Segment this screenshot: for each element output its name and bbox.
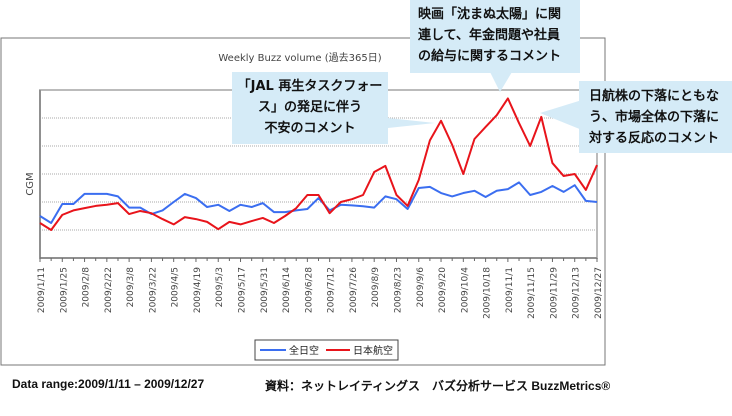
x-tick-label: 2009/10/18 xyxy=(483,267,493,319)
callout-pointer-1 xyxy=(380,118,435,128)
callout-pointer-3 xyxy=(540,100,582,130)
x-tick-label: 2009/12/13 xyxy=(572,267,582,319)
x-tick-label: 2009/3/8 xyxy=(126,267,136,308)
annotation-line: の給与に関するコメント xyxy=(418,49,562,64)
legend: 全日空 日本航空 xyxy=(254,339,399,361)
x-tick-label: 2009/4/19 xyxy=(193,267,203,313)
annotation-jal-task-force: 「JAL 再生タスクフォー ス」の発足に伴う 不安のコメント xyxy=(232,72,388,144)
annotation-line: 映画「沈まぬ太陽」に関 xyxy=(418,7,562,22)
annotation-movie: 映画「沈まぬ太陽」に関 連して、年金問題や社員 の給与に関するコメント xyxy=(410,0,580,73)
x-tick-label: 2009/3/22 xyxy=(148,267,158,313)
annotation-line: 連して、年金問題や社員 xyxy=(418,28,560,43)
source-label: 資料：ネットレイティングス バズ分析サービス BuzzMetrics® xyxy=(265,379,611,393)
chart-title: Weekly Buzz volume (過去365日) xyxy=(218,52,381,64)
x-tick-label: 2009/11/15 xyxy=(527,267,537,319)
x-tick-label: 2009/10/4 xyxy=(460,267,470,313)
annotation-line: 「JAL 再生タスクフォー xyxy=(237,79,383,94)
x-tick-label: 2009/8/23 xyxy=(393,267,403,313)
x-tick-label: 2009/1/11 xyxy=(37,267,47,313)
legend-label-jal: 日本航空 xyxy=(353,344,393,357)
x-tick-label: 2009/12/27 xyxy=(594,267,604,319)
x-tick-label: 2009/5/31 xyxy=(260,267,270,313)
x-tick-label: 2009/11/29 xyxy=(549,267,559,319)
y-axis-label: CGM xyxy=(25,172,36,195)
annotation-stock: 日航株の下落にともな う、市場全体の下落に 対する反応のコメント xyxy=(579,81,732,153)
annotation-line: 不安のコメント xyxy=(264,121,356,136)
x-tick-label: 2009/4/5 xyxy=(171,267,181,307)
x-tick-label: 2009/8/9 xyxy=(371,267,381,308)
legend-label-ana: 全日空 xyxy=(289,344,319,357)
x-tick-label: 2009/7/26 xyxy=(349,267,359,313)
annotation-line: う、市場全体の下落に xyxy=(589,110,720,125)
x-tick-label: 2009/5/3 xyxy=(215,267,225,307)
x-tick-label: 2009/6/28 xyxy=(304,267,314,313)
x-tick-label: 2009/1/25 xyxy=(59,267,69,313)
x-tick-label: 2009/9/6 xyxy=(416,267,426,308)
annotation-line: ス」の発足に伴う xyxy=(257,100,362,115)
annotation-line: 対する反応のコメント xyxy=(589,131,720,146)
callout-pointer-2 xyxy=(490,72,512,92)
x-tick-label: 2009/11/1 xyxy=(505,267,515,313)
annotation-line: 日航株の下落にともな xyxy=(589,89,720,104)
x-tick-label: 2009/9/20 xyxy=(438,267,448,313)
x-tick-label: 2009/2/8 xyxy=(82,267,92,308)
x-tick-label: 2009/6/14 xyxy=(282,267,292,313)
x-tick-label: 2009/5/17 xyxy=(238,267,248,313)
data-range-label: Data range:2009/1/11 – 2009/12/27 xyxy=(12,377,205,391)
x-tick-label: 2009/2/22 xyxy=(104,267,114,313)
x-tick-label: 2009/7/12 xyxy=(327,267,337,313)
